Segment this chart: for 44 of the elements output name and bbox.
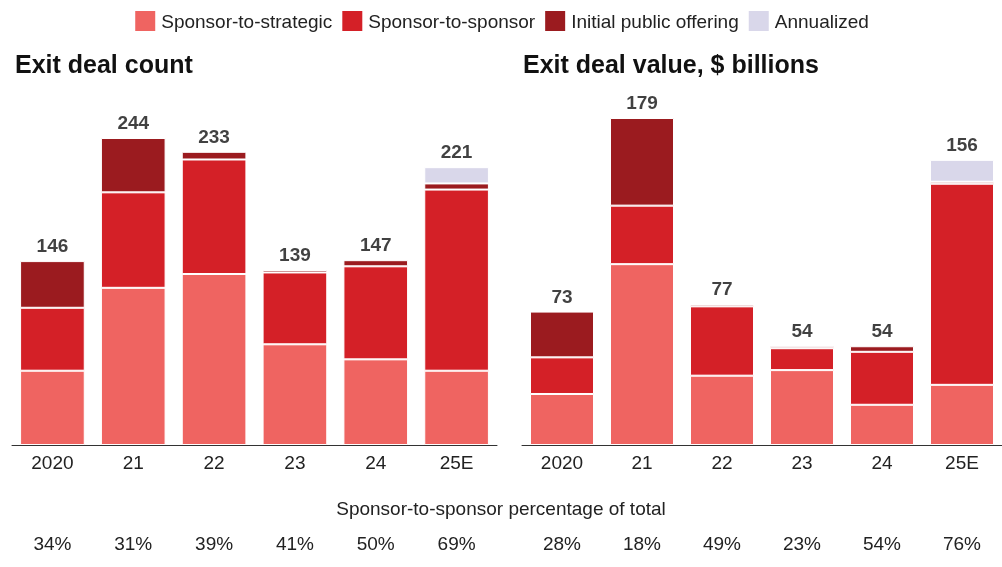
x-tick-label: 2020: [31, 452, 74, 473]
annotation: 73: [551, 285, 573, 307]
x-tick-label: 23: [284, 452, 306, 473]
x-tick-label: 22: [711, 452, 733, 473]
x-tick-label: 2020: [540, 452, 584, 473]
bar: [930, 159, 994, 182]
annotation: 156: [946, 133, 978, 155]
chart-title: Exit deal count: [15, 49, 194, 78]
x-tick-label: 22: [203, 452, 225, 473]
annotation: 179: [626, 92, 658, 113]
annotation: 54: [871, 320, 893, 342]
legend-label: Initial public offering: [571, 10, 739, 32]
text: 50%: [356, 532, 395, 554]
x-tick-label: 24: [365, 452, 387, 473]
text: 54%: [862, 532, 902, 554]
x-tick-label: 23: [791, 452, 813, 473]
x-tick-label: 25E: [439, 452, 474, 473]
legend-label: Annualized: [774, 10, 869, 32]
text: 28%: [542, 532, 582, 554]
x-tick-label: 21: [122, 452, 144, 473]
chart-title: Exit deal value, $ billions: [523, 49, 819, 78]
legend-label: Sponsor-to-strategic: [161, 10, 333, 32]
annotation: 221: [440, 141, 473, 163]
annotation: 244: [117, 112, 150, 133]
text: 18%: [622, 532, 662, 554]
annotation: 139: [279, 244, 311, 266]
text: 69%: [437, 532, 476, 554]
text: 31%: [114, 532, 153, 554]
text: 39%: [195, 532, 234, 554]
text: 41%: [275, 532, 315, 554]
text: 34%: [33, 532, 72, 554]
annotation: 77: [711, 278, 733, 300]
x-tick-label: 21: [631, 452, 653, 473]
text: 23%: [782, 532, 822, 554]
legend-label: Sponsor-to-sponsor: [368, 10, 536, 32]
text: Sponsor-to-sponsor percentage of total: [336, 497, 666, 519]
annotation: 233: [198, 125, 230, 147]
x-tick-label: 25E: [945, 452, 979, 473]
annotation: 147: [359, 234, 392, 256]
text: 49%: [702, 532, 742, 554]
annotation: 54: [791, 320, 813, 342]
x-tick-label: 24: [871, 452, 893, 473]
text: 76%: [942, 532, 982, 554]
annotation: 146: [36, 235, 69, 257]
